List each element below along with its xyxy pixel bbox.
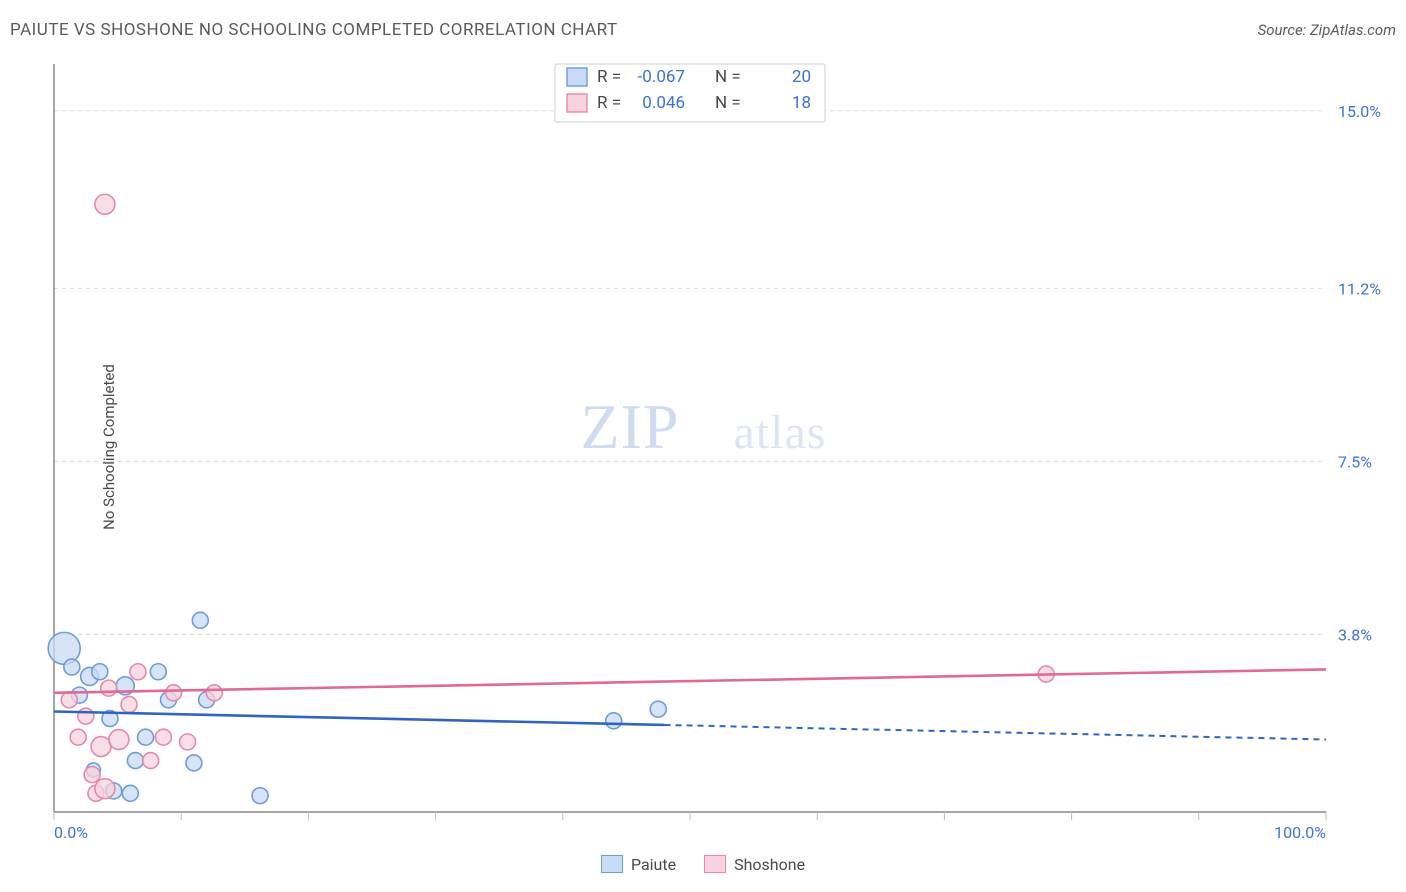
y-tick-label: 11.2% [1338, 279, 1381, 298]
data-point-shoshone [206, 685, 222, 701]
data-point-shoshone [155, 729, 171, 745]
legend-n-label: N = [715, 67, 741, 87]
correlation-chart: 3.8% 7.5% 11.2% 15.0% 0.0% 100.0% ZIP atlas R =-… [10, 52, 1396, 842]
shoshone-swatch-icon [704, 855, 726, 873]
trend-line-paiute [54, 711, 665, 724]
chart-title: PAIUTE VS SHOSHONE NO SCHOOLING COMPLETE… [10, 20, 618, 40]
legend-r-label: R = [597, 93, 621, 113]
data-point-shoshone [78, 708, 94, 724]
y-tick-label: 3.8% [1338, 625, 1372, 644]
y-tick-label: 15.0% [1338, 102, 1381, 121]
data-point-shoshone [101, 680, 117, 696]
legend-n-label: N = [715, 93, 741, 113]
data-point-shoshone [130, 664, 146, 680]
paiute-swatch-icon [601, 855, 623, 873]
data-point-paiute [64, 659, 80, 675]
source-label: Source: ZipAtlas.com [1258, 21, 1396, 39]
data-point-paiute [127, 753, 143, 769]
svg-text:atlas: atlas [734, 406, 827, 459]
data-point-paiute [138, 729, 154, 745]
bottom-legend: Paiute Shoshone [0, 855, 1406, 874]
stats-legend: R = -0.067 N = 20 R = 0.046 N = 18 [555, 64, 825, 122]
data-point-shoshone [180, 734, 196, 750]
data-point-shoshone [84, 767, 100, 783]
trend-line-shoshone [54, 669, 1326, 692]
legend-r-value-shoshone: 0.046 [642, 93, 685, 113]
data-point-shoshone [121, 696, 137, 712]
legend-item-shoshone: Shoshone [704, 855, 805, 874]
legend-n-value-shoshone: 18 [792, 93, 811, 113]
data-point-shoshone [95, 194, 115, 214]
data-point-paiute [252, 788, 268, 804]
data-point-paiute [606, 713, 622, 729]
data-point-shoshone [95, 779, 115, 799]
data-point-shoshone [91, 737, 111, 757]
data-point-paiute [150, 664, 166, 680]
watermark: ZIP atlas [581, 391, 827, 462]
paiute-label: Paiute [631, 855, 676, 874]
data-point-shoshone [61, 692, 77, 708]
y-axis-label: No Schooling Completed [100, 364, 118, 530]
x-min-label: 0.0% [54, 823, 88, 842]
svg-text:ZIP: ZIP [581, 391, 680, 462]
data-point-paiute [650, 701, 666, 717]
x-max-label: 100.0% [1274, 823, 1326, 842]
trend-line-paiute-extrapolated [665, 725, 1326, 740]
data-point-paiute [186, 755, 202, 771]
shoshone-label: Shoshone [734, 855, 805, 874]
data-point-paiute [92, 664, 108, 680]
data-point-shoshone [166, 685, 182, 701]
legend-r-label: R = [597, 67, 621, 87]
data-point-shoshone [143, 753, 159, 769]
legend-item-paiute: Paiute [601, 855, 676, 874]
shoshone-swatch-icon [567, 94, 587, 112]
data-point-shoshone [109, 730, 129, 750]
chart-area: No Schooling Completed 3.8% 7.5% 11.2% 15.0… [10, 52, 1396, 842]
data-point-paiute [122, 785, 138, 801]
paiute-swatch-icon [567, 68, 587, 86]
legend-n-value-paiute: 20 [792, 67, 811, 87]
data-point-shoshone [70, 729, 86, 745]
data-point-paiute [192, 612, 208, 628]
y-tick-label: 7.5% [1338, 452, 1372, 471]
legend-r-value-paiute: -0.067 [638, 67, 685, 87]
